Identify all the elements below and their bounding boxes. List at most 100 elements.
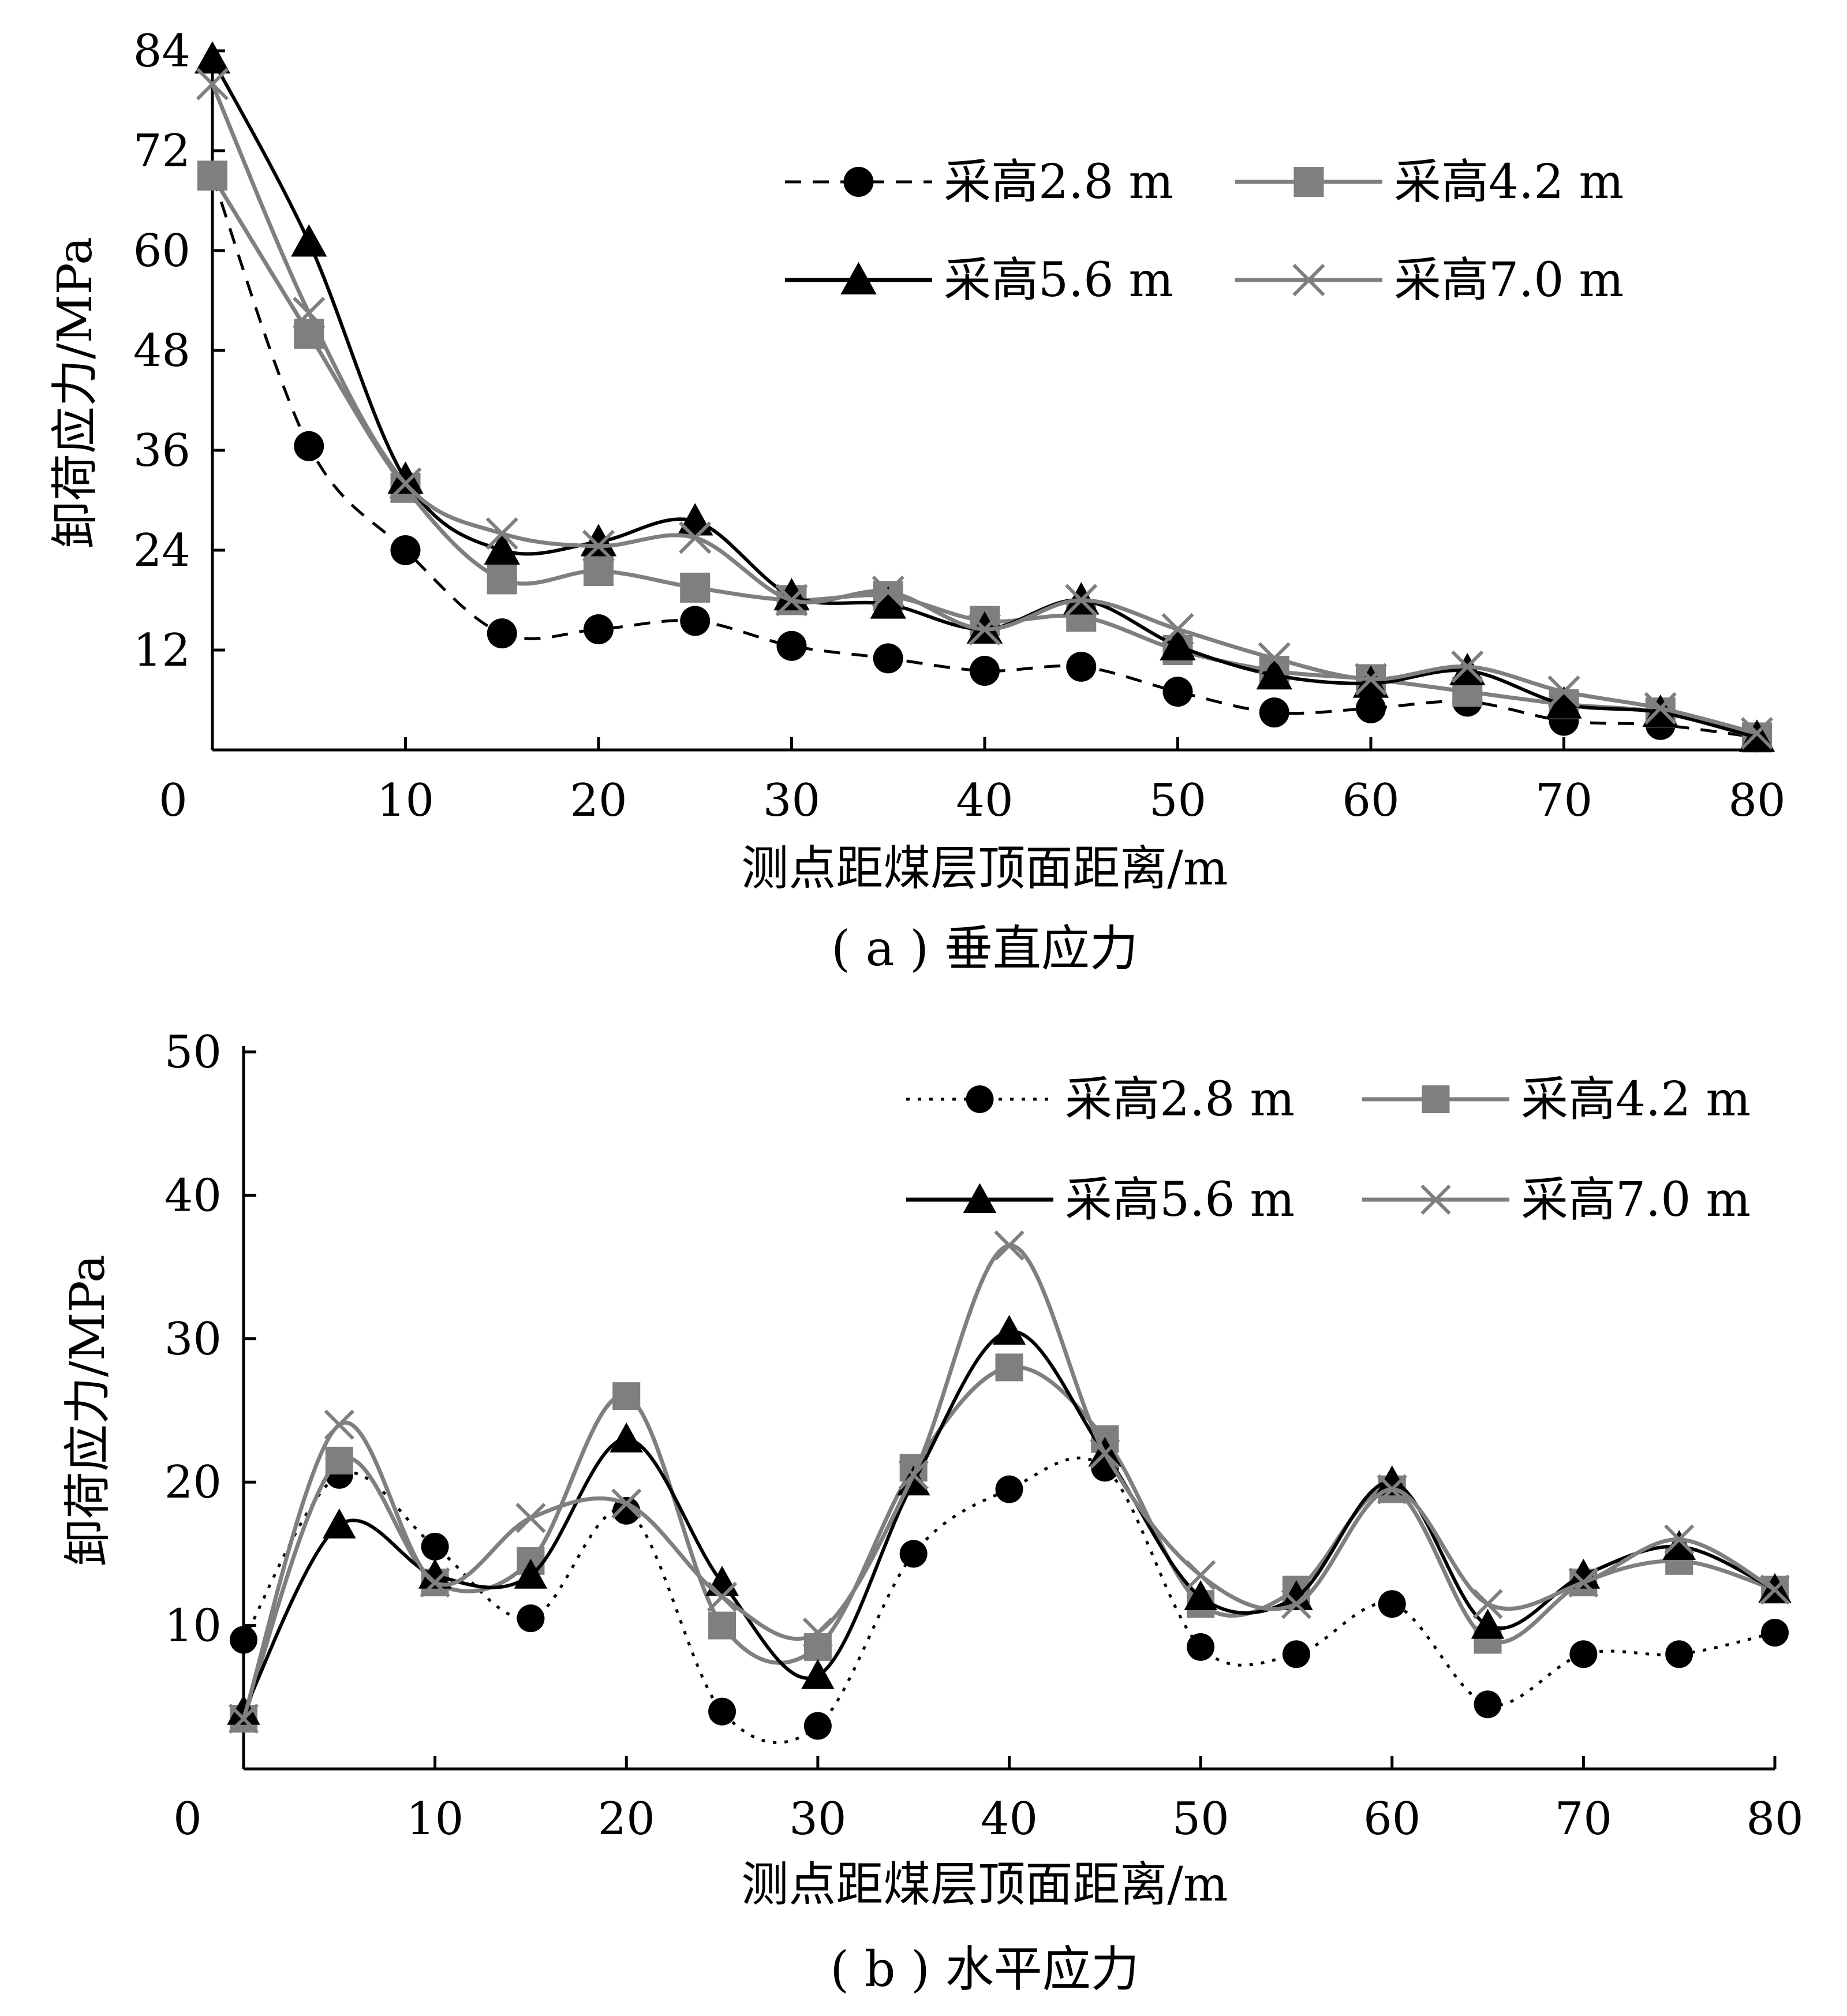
- y-axis-title: 卸荷应力/MPa: [48, 237, 103, 548]
- x-tick-label: 80: [1728, 775, 1785, 827]
- y-tick-label: 48: [133, 325, 190, 377]
- data-point: [197, 160, 227, 191]
- legend: 采高2.8 m 采高4.2 m 采高5.6 m 采高7.0 m: [906, 1072, 1751, 1227]
- data-point: [612, 1496, 641, 1525]
- series-4: [196, 68, 1774, 750]
- data-point: [1375, 1465, 1409, 1496]
- series-4: [228, 1230, 1790, 1734]
- data-point: [1187, 1633, 1215, 1661]
- series-line: [241, 1365, 1776, 1720]
- legend-marker: [843, 167, 874, 197]
- data-point: [1471, 1608, 1505, 1639]
- data-point: [1472, 1589, 1503, 1619]
- data-point: [387, 461, 424, 494]
- series-1: [230, 1454, 1789, 1744]
- data-point: [708, 1697, 736, 1726]
- x-axis-title: 测点距煤层顶面距离/m: [741, 1857, 1228, 1912]
- x-tick-label: 50: [1149, 775, 1206, 827]
- x-tick-label: 60: [1342, 775, 1399, 827]
- legend-marker: [1292, 263, 1325, 297]
- data-point: [994, 1230, 1025, 1261]
- data-point: [580, 524, 617, 557]
- data-point: [390, 535, 421, 565]
- legend-marker: [966, 1085, 994, 1113]
- series-1: [197, 160, 1772, 753]
- x-tick-label: 20: [598, 1793, 655, 1845]
- data-point: [775, 584, 808, 617]
- data-point: [1162, 677, 1193, 707]
- data-point: [1569, 1640, 1598, 1668]
- data-point: [1066, 651, 1097, 682]
- data-point: [584, 556, 614, 587]
- data-point: [1281, 1589, 1312, 1619]
- legend-marker: [963, 1183, 997, 1214]
- data-point: [995, 1475, 1023, 1503]
- data-point: [389, 467, 422, 500]
- y-tick-label: 36: [133, 425, 190, 477]
- x-tick-label: 0: [159, 775, 188, 827]
- data-point: [899, 1540, 928, 1568]
- legend-label: 采高4.2 m: [1521, 1072, 1751, 1127]
- data-point: [802, 1617, 833, 1648]
- series-3: [227, 1315, 1792, 1725]
- data-point: [325, 1446, 353, 1474]
- data-point: [515, 1503, 546, 1533]
- data-point: [776, 630, 807, 661]
- data-point: [706, 1581, 738, 1612]
- legend-marker: [1420, 1184, 1451, 1215]
- y-tick-label: 84: [133, 25, 190, 77]
- data-point: [1759, 1574, 1790, 1605]
- legend-label: 采高7.0 m: [1394, 253, 1624, 308]
- data-point: [1546, 686, 1582, 719]
- legend-label: 采高4.2 m: [1394, 155, 1624, 210]
- data-point: [196, 68, 229, 100]
- x-tick-label: 70: [1555, 1793, 1612, 1845]
- y-tick-label: 50: [164, 1026, 222, 1078]
- data-point: [992, 1315, 1026, 1345]
- x-tick-label: 40: [981, 1793, 1038, 1845]
- data-point: [1065, 584, 1098, 617]
- x-tick-label: 20: [570, 775, 627, 827]
- x-tick-label: 40: [956, 775, 1013, 827]
- data-point: [324, 1409, 354, 1440]
- data-point: [873, 643, 903, 674]
- data-point: [1740, 717, 1774, 750]
- data-point: [1280, 1580, 1313, 1610]
- legend-marker: [1293, 167, 1324, 197]
- data-point: [995, 1353, 1023, 1382]
- data-point: [484, 532, 520, 565]
- data-point: [1282, 1640, 1310, 1668]
- data-point: [323, 1508, 356, 1539]
- data-point: [293, 297, 326, 330]
- legend-label: 采高5.6 m: [944, 253, 1173, 308]
- data-point: [1259, 697, 1289, 728]
- y-tick-label: 12: [133, 625, 190, 677]
- data-point: [1090, 1438, 1120, 1469]
- series-line: [242, 1330, 1776, 1712]
- y-axis-title: 卸荷应力/MPa: [61, 1255, 115, 1566]
- y-tick-label: 20: [164, 1457, 222, 1509]
- legend-label: 采高7.0 m: [1521, 1173, 1751, 1227]
- data-point: [612, 1382, 641, 1410]
- data-point: [230, 1626, 257, 1654]
- data-point: [680, 606, 711, 636]
- figure-caption: ( a ) 垂直应力: [831, 920, 1138, 977]
- x-tick-label: 10: [406, 1793, 463, 1845]
- data-point: [228, 1703, 259, 1734]
- data-point: [1160, 628, 1196, 660]
- data-point: [970, 656, 1000, 686]
- data-point: [1354, 663, 1388, 696]
- data-point: [870, 586, 906, 619]
- data-point: [584, 614, 614, 644]
- data-point: [1451, 650, 1484, 683]
- data-point: [968, 613, 1001, 646]
- data-point: [421, 1532, 449, 1560]
- data-point: [582, 529, 615, 562]
- series-2: [230, 1353, 1789, 1733]
- y-tick-label: 72: [133, 125, 190, 177]
- x-tick-label: 30: [789, 1793, 846, 1845]
- data-point: [1547, 675, 1580, 708]
- data-point: [898, 1459, 929, 1490]
- data-point: [485, 517, 518, 550]
